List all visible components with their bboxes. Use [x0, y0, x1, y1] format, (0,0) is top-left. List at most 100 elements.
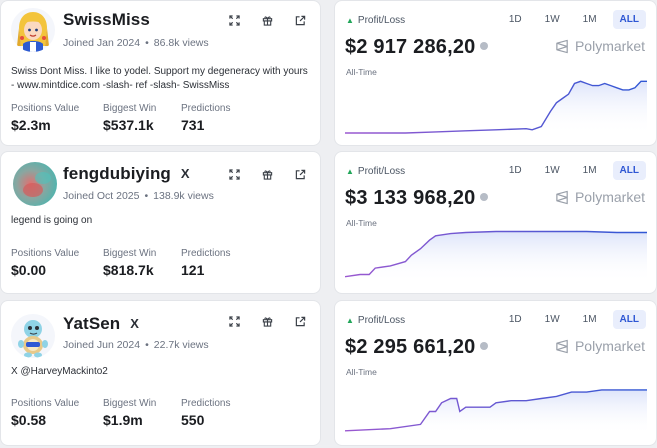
chart-series-line: [345, 230, 647, 278]
x-verified-icon[interactable]: X: [130, 316, 140, 331]
profit-loss-value: $3 133 968,20: [345, 187, 488, 210]
profit-loss-card: ▲ Profit/Loss 1D 1W 1M ALL $3 133 968,20 Pol…: [334, 151, 657, 294]
profit-loss-title: ▲ Profit/Loss: [346, 166, 406, 177]
expand-icon[interactable]: [229, 169, 240, 180]
username[interactable]: SwissMiss: [63, 10, 150, 29]
polymarket-logo-icon: [556, 39, 568, 53]
chart-area-fill: [345, 389, 647, 435]
view-count: 138.9k views: [153, 190, 214, 202]
stat-label: Biggest Win: [103, 103, 157, 114]
profit-loss-card: ▲ Profit/Loss 1D 1W 1M ALL $2 917 286,20 Pol…: [334, 0, 657, 146]
stat-label: Predictions: [181, 248, 231, 259]
avatar[interactable]: [11, 314, 55, 358]
period-label: All-Time: [346, 367, 377, 377]
avatar[interactable]: [11, 8, 55, 52]
joined-date: Joined Oct 2025: [63, 190, 140, 202]
joined-date: Joined Jun 2024: [63, 339, 141, 351]
range-selector: 1D 1W 1M ALL: [493, 10, 646, 29]
stat-predictions: Predictions 550: [181, 398, 261, 428]
stat-label: Predictions: [181, 398, 231, 409]
profit-loss-card: ▲ Profit/Loss 1D 1W 1M ALL $2 295 661,20 Pol…: [334, 300, 657, 446]
range-button-1d[interactable]: 1D: [508, 314, 522, 325]
gift-icon[interactable]: [262, 316, 273, 327]
profit-loss-chart: [345, 230, 647, 283]
chart-area-fill: [345, 81, 647, 135]
range-button-1m[interactable]: 1M: [582, 314, 597, 325]
info-icon[interactable]: [479, 193, 488, 201]
chart-series-line: [345, 389, 647, 432]
info-icon[interactable]: [479, 42, 488, 50]
profile-actions: [229, 15, 306, 26]
stat-value: 121: [181, 262, 205, 278]
chart-area-fill: [345, 231, 647, 283]
polymarket-logo-icon: [556, 190, 568, 204]
stat-predictions: Predictions 121: [181, 248, 261, 278]
range-selector: 1D 1W 1M ALL: [493, 310, 646, 329]
profit-loss-title: ▲ Profit/Loss: [346, 315, 406, 326]
avatar[interactable]: [13, 162, 57, 206]
username[interactable]: fengdubiying X: [63, 164, 190, 183]
profile-meta: Joined Jun 2024 • 22.7k views: [63, 339, 209, 351]
polymarket-brand: Polymarket: [555, 38, 645, 54]
gift-icon[interactable]: [262, 15, 273, 26]
stat-label: Biggest Win: [103, 398, 157, 409]
trader-profile-card: YatSen X Joined Jun 2024 • 22.7k views X @H…: [0, 300, 321, 446]
polymarket-brand: Polymarket: [555, 189, 645, 205]
info-icon[interactable]: [479, 342, 488, 350]
stat-positions-value: Positions Value $0.00: [11, 248, 103, 278]
profile-bio: Swiss Dont Miss. I like to yodel. Suppor…: [11, 66, 308, 91]
profile-bio: X @HarveyMackinto2: [11, 366, 108, 377]
profit-loss-value: $2 917 286,20: [345, 36, 488, 59]
range-button-1w[interactable]: 1W: [544, 314, 560, 325]
profile-stats: Positions Value $2.3m Biggest Win $537.1k Pr…: [11, 103, 261, 133]
stat-label: Positions Value: [11, 103, 80, 114]
profile-bio: legend is going on: [11, 215, 93, 226]
stat-biggest-win: Biggest Win $537.1k: [103, 103, 181, 133]
joined-date: Joined Jan 2024: [63, 37, 141, 49]
external-link-icon[interactable]: [295, 316, 306, 327]
trader-profile-card: fengdubiying X Joined Oct 2025 • 138.9k vie…: [0, 151, 321, 294]
profile-stats: Positions Value $0.00 Biggest Win $818.7k Pr…: [11, 248, 261, 278]
range-button-1d[interactable]: 1D: [508, 165, 522, 176]
profile-meta: Joined Oct 2025 • 138.9k views: [63, 190, 214, 202]
range-button-1w[interactable]: 1W: [544, 14, 560, 25]
view-count: 22.7k views: [153, 339, 209, 351]
stat-positions-value: Positions Value $2.3m: [11, 103, 103, 133]
period-label: All-Time: [346, 218, 377, 228]
profile-actions: [229, 169, 306, 180]
profile-stats: Positions Value $0.58 Biggest Win $1.9m Pred…: [11, 398, 261, 428]
stat-value: $2.3m: [11, 117, 51, 133]
triangle-up-icon: ▲: [346, 316, 354, 325]
chart-series-line: [345, 80, 647, 134]
profile-actions: [229, 316, 306, 327]
polymarket-brand: Polymarket: [555, 338, 645, 354]
stat-value: 731: [181, 117, 205, 133]
username[interactable]: YatSen X: [63, 314, 140, 333]
external-link-icon[interactable]: [295, 169, 306, 180]
external-link-icon[interactable]: [295, 15, 306, 26]
stat-value: $0.58: [11, 412, 47, 428]
expand-icon[interactable]: [229, 316, 240, 327]
range-button-1d[interactable]: 1D: [508, 14, 522, 25]
avatar-turtle-illustration: [11, 314, 55, 358]
stat-value: $537.1k: [103, 117, 154, 133]
stat-label: Predictions: [181, 103, 231, 114]
period-label: All-Time: [346, 67, 377, 77]
stat-value: 550: [181, 412, 205, 428]
stat-value: $0.00: [11, 262, 47, 278]
avatar-blurred-photo: [13, 162, 57, 206]
avatar-girl-illustration: [11, 8, 55, 52]
gift-icon[interactable]: [262, 169, 273, 180]
stat-value: $1.9m: [103, 412, 143, 428]
range-button-1m[interactable]: 1M: [582, 165, 597, 176]
range-button-1w[interactable]: 1W: [544, 165, 560, 176]
range-button-all[interactable]: ALL: [612, 161, 646, 180]
triangle-up-icon: ▲: [346, 16, 354, 25]
range-button-1m[interactable]: 1M: [582, 14, 597, 25]
range-button-all[interactable]: ALL: [612, 310, 646, 329]
range-button-all[interactable]: ALL: [612, 10, 646, 29]
expand-icon[interactable]: [229, 15, 240, 26]
profit-loss-chart: [345, 80, 647, 135]
stat-label: Positions Value: [11, 398, 80, 409]
x-verified-icon[interactable]: X: [180, 166, 190, 181]
